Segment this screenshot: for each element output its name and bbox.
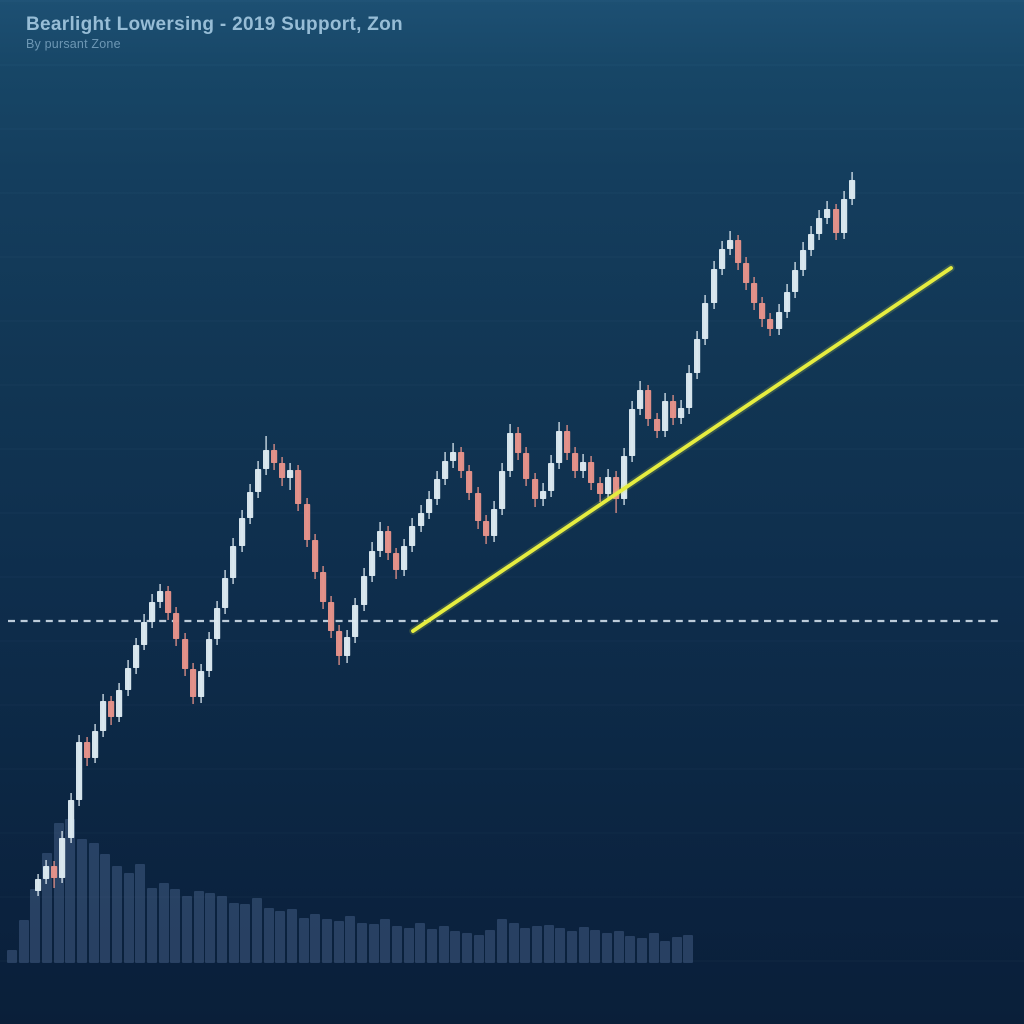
trendline [411, 266, 953, 633]
chart-title: Bearlight Lowersing - 2019 Support, Zon [26, 14, 403, 35]
volume-bars [7, 819, 693, 963]
chart-header: Bearlight Lowersing - 2019 Support, Zon … [26, 13, 403, 51]
chart-subtitle: By pursant Zone [26, 37, 121, 51]
candlestick-series [35, 172, 856, 896]
